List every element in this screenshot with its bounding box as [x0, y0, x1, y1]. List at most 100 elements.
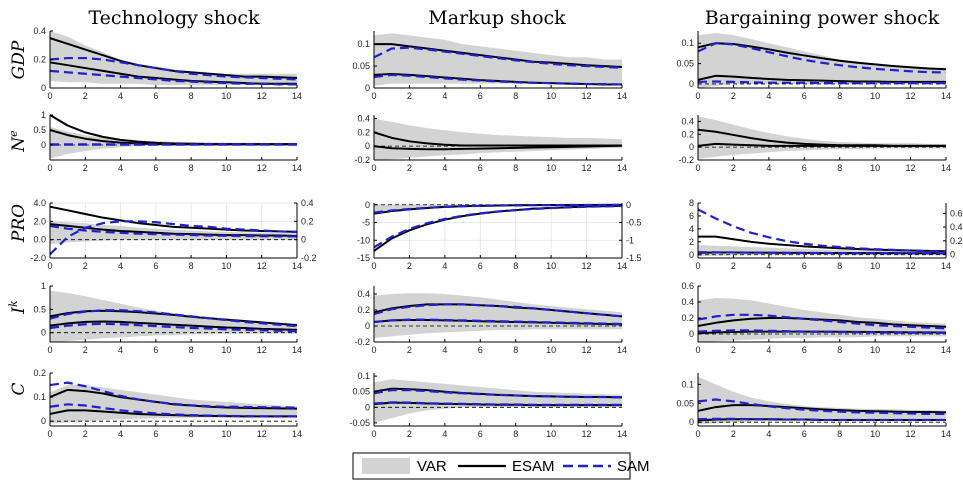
row-label-ne-base: N: [9, 136, 29, 153]
panel-pro-markup-x-tick-label: 12: [582, 261, 592, 271]
row-label-ik: Ik: [7, 300, 29, 315]
panel-ne-markup-x-tick-label: 14: [617, 163, 627, 173]
panel-pro-bargaining-y-tick-label: 6: [689, 211, 694, 221]
panel-gdp-bargaining-sam-line-2: [697, 42, 947, 74]
panel-ik-bargaining-x-tick-label: 12: [906, 345, 916, 355]
panel-pro-bargaining-y-tick-label: 4: [689, 224, 694, 234]
panel-ik-markup-esam-line-1: [373, 319, 623, 326]
panel-ik-bargaining-x-tick-label: 4: [766, 345, 771, 355]
panel-gdp-bargaining-var-band: [698, 33, 946, 88]
panel-gdp-markup-x-tick-label: 12: [582, 91, 592, 101]
panel-ik-markup-y-tick-label: 0: [365, 321, 370, 331]
panel-pro-technology-right-tick-label: -0.2: [301, 253, 317, 263]
panel-gdp-markup-y-tick-label: 0.1: [357, 39, 370, 49]
panel-c-technology-x-tick-label: 6: [153, 429, 158, 439]
panel-c-bargaining-y-tick-label: 0.05: [676, 398, 694, 408]
panel-ik-technology-x-tick-label: 10: [221, 345, 231, 355]
row-label-ne: Ne: [7, 130, 29, 153]
legend-var-label: VAR: [417, 458, 447, 475]
panel-c-markup-y-tick-label: -0.05: [349, 418, 370, 428]
panel-ik-markup-y-tick-label: 0.2: [357, 305, 370, 315]
panel-ik-markup-y-tick-label: -0.2: [354, 337, 370, 347]
panel-gdp-technology-esam-line-1: [49, 61, 297, 85]
panel-c-technology-y-tick-label: 0.1: [33, 392, 46, 402]
panel-gdp-bargaining-x-tick-label: 8: [837, 91, 842, 101]
panel-ne-markup-var-band: [374, 118, 622, 160]
panel-ne-technology-x-tick-label: 8: [189, 163, 194, 173]
row-label-c: C: [9, 382, 29, 395]
panel-gdp-technology-y-tick-label: 0.4: [33, 26, 46, 36]
panel-ik-technology-x-tick-label: 4: [118, 345, 123, 355]
panel-pro-markup-right-tick-label: 0: [626, 200, 631, 210]
panel-pro-bargaining-x-tick-label: 12: [906, 261, 916, 271]
panel-gdp-markup-esam-line-1: [373, 72, 622, 86]
panel-ik-technology-x-tick-label: 0: [47, 345, 52, 355]
panel-ik-markup-x-tick-label: 6: [478, 345, 483, 355]
panel-c-bargaining-y-tick-label: 0.1: [681, 379, 694, 389]
panel-gdp-technology-x-tick-label: 4: [118, 91, 123, 101]
panel-ik-technology-x-tick-label: 8: [189, 345, 194, 355]
panel-c-markup-var-band: [374, 379, 622, 423]
panel-ik-bargaining-esam-line-0: [697, 317, 947, 328]
panel-gdp-bargaining-x-tick-label: 2: [731, 91, 736, 101]
panel-gdp-bargaining-x-tick-label: 10: [870, 91, 880, 101]
panel-ne-bargaining-y-tick-label: 0.4: [681, 116, 694, 126]
panel-c-technology-x-tick-label: 4: [118, 429, 123, 439]
panel-c-markup-x-tick-label: 8: [513, 429, 518, 439]
panel-ne-bargaining-y-tick-label: 0: [689, 142, 694, 152]
panel-pro-bargaining-x-tick-label: 6: [802, 261, 807, 271]
panel-gdp-markup-x-tick-label: 6: [478, 91, 483, 101]
panel-ik-technology-esam-line-0: [49, 309, 298, 327]
panel-gdp-markup-x-tick-label: 10: [546, 91, 556, 101]
panel-ik-markup-x-tick-label: 8: [513, 345, 518, 355]
panel-ik-markup-sam-line-2: [373, 303, 623, 318]
panel-pro-bargaining-x-tick-label: 0: [695, 261, 700, 271]
panel-pro-markup-x-tick-label: 0: [371, 261, 376, 271]
panel-gdp-technology-x-tick-label: 0: [47, 91, 52, 101]
panel-ik-bargaining-y-tick-label: 0: [689, 329, 694, 339]
panel-pro-markup-right-tick-label: -1.5: [626, 253, 642, 263]
panel-pro-bargaining-sam-line-2: [697, 208, 947, 253]
panel-pro-technology-right-tick-label: 0.2: [301, 216, 314, 226]
panel-pro-markup-x-tick-label: 2: [407, 261, 412, 271]
panel-ik-markup-x-tick-label: 10: [546, 345, 556, 355]
panel-pro-bargaining-x-tick-label: 2: [731, 261, 736, 271]
panel-gdp-technology-x-tick-label: 12: [257, 91, 267, 101]
panel-pro-markup: 0 2 4 6 8 10 12 14 -15 -10 -5 0 -1.5 -1 -0.5 0: [357, 200, 642, 271]
panel-ne-bargaining-x-tick-label: 6: [802, 163, 807, 173]
panel-pro-technology-y-tick-label: 2.0: [33, 216, 46, 226]
panel-ne-technology-y-tick-label: 0.5: [33, 125, 46, 135]
panel-c-bargaining-x-tick-label: 6: [802, 429, 807, 439]
legend: VAR ESAM SAM: [352, 452, 650, 480]
panel-pro-bargaining-y-tick-label: 0: [689, 250, 694, 260]
panel-ne-bargaining-x-tick-label: 4: [766, 163, 771, 173]
row-label-ne-sup: e: [7, 130, 20, 137]
panel-ne-markup-esam-line-1: [373, 144, 623, 151]
panel-pro-markup-y-tick-label: -5: [362, 218, 370, 228]
panel-gdp-technology-y-tick-label: 0.2: [33, 55, 46, 65]
panel-gdp-markup-x-tick-label: 8: [513, 91, 518, 101]
panel-c-bargaining: 0 2 4 6 8 10 12 14 0 0.05 0.1: [676, 373, 951, 439]
panel-gdp-bargaining-y-tick-label: 0: [689, 79, 694, 89]
panel-pro-markup-esam-line-1: [373, 203, 623, 215]
panel-ne-bargaining-y-tick-label: -0.2: [678, 155, 694, 165]
row-label-gdp: GDP: [9, 40, 29, 79]
panel-ne-technology: 0 2 4 6 8 10 12 14 0 0.5 1: [33, 110, 302, 173]
panel-ik-technology-x-tick-label: 12: [257, 345, 267, 355]
panel-pro-markup-x-tick-label: 14: [617, 261, 627, 271]
panel-ik-markup-x-tick-label: 14: [617, 345, 627, 355]
panel-gdp-bargaining-x-tick-label: 12: [906, 91, 916, 101]
panel-gdp-markup-y-tick-label: 0.05: [352, 61, 370, 71]
panel-pro-bargaining-x-tick-label: 14: [941, 261, 951, 271]
panel-gdp-technology-x-tick-label: 2: [83, 91, 88, 101]
panel-c-bargaining-esam-line-1: [697, 418, 946, 422]
panel-pro-technology-sam-line-2: [49, 220, 298, 256]
panel-gdp-bargaining-y-tick-label: 0.1: [681, 38, 694, 48]
panel-c-bargaining-x-tick-label: 4: [766, 429, 771, 439]
panel-gdp-technology-x-tick-label: 14: [292, 91, 302, 101]
panel-pro-technology-x-tick-label: 0: [47, 261, 52, 271]
panel-ne-bargaining-esam-line-1: [697, 142, 946, 147]
